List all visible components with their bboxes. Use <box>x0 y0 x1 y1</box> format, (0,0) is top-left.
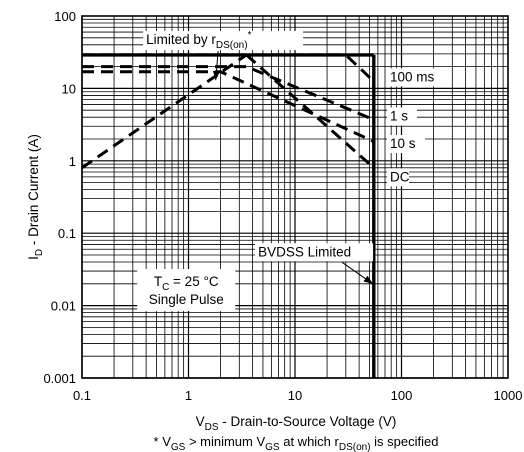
series-line-5 <box>245 53 375 169</box>
y-tick-label: 0.01 <box>51 299 76 314</box>
bvdss-label: BVDSS Limited <box>258 244 351 259</box>
y-tick-label: 10 <box>62 81 76 96</box>
tdc-label-bg <box>387 168 410 187</box>
x-tick-label: 1 <box>185 388 192 403</box>
rds-arrow-head <box>212 70 220 81</box>
series-line-1 <box>81 53 248 170</box>
y-tick-label: 0.1 <box>58 226 76 241</box>
plot-frame <box>81 15 509 379</box>
condition-temp: TC = 25 °C <box>154 274 219 293</box>
x-tick-label: 100 <box>391 388 413 403</box>
annotations: Limited by rDS(on)* 100 ms 1 s 10 s DC BVDSS … <box>137 30 442 312</box>
bvdss-arrow-head <box>363 275 373 284</box>
y-tick-label: 0.001 <box>43 371 76 386</box>
bvdss-label-bg <box>255 243 374 262</box>
series-group <box>81 53 376 378</box>
t100ms-label-bg <box>387 68 442 87</box>
series-line-3 <box>82 65 375 122</box>
time-1s-label: 1 s <box>390 109 408 124</box>
x-tick-label: 1000 <box>494 388 523 403</box>
tick-labels: 0.1 1 10 100 1000 100 10 1 0.1 0.01 0.001 <box>43 9 522 403</box>
rds-limit-label: Limited by rDS(on)* <box>146 30 251 51</box>
x-tick-label: 0.1 <box>73 388 91 403</box>
series-line-4 <box>82 70 375 143</box>
footnote: * VGS > minimum VGS at which rDS(on) is … <box>154 434 439 452</box>
rds-label-bg <box>143 31 304 51</box>
time-100ms-label: 100 ms <box>390 69 435 84</box>
x-tick-label: 10 <box>288 388 302 403</box>
t10s-label-bg <box>387 135 426 154</box>
x-axis-title: VDS - Drain-to-Source Voltage (V) <box>196 414 397 433</box>
condition-box <box>137 269 236 312</box>
time-dc-label: DC <box>390 169 410 184</box>
y-axis-title: ID - Drain Current (A) <box>26 134 45 260</box>
y-tick-label: 1 <box>69 154 76 169</box>
condition-pulse: Single Pulse <box>149 292 224 307</box>
t1s-label-bg <box>387 107 418 126</box>
time-10s-label: 10 s <box>390 136 416 151</box>
y-tick-label: 100 <box>54 9 76 24</box>
